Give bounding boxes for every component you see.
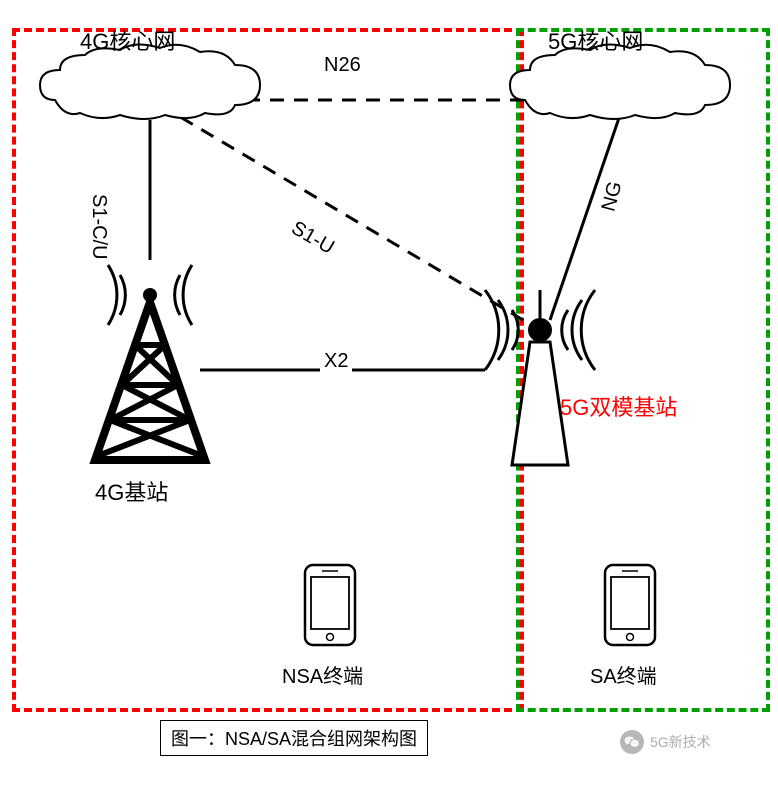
tower-4g-label: 4G基站	[95, 475, 168, 507]
phone-nsa-icon	[305, 565, 355, 645]
edge-s1u	[160, 105, 540, 330]
edge-n26-label: N26	[320, 54, 365, 77]
edge-ng	[550, 115, 620, 320]
phone-sa-icon	[605, 565, 655, 645]
tower-4g-icon	[95, 265, 205, 460]
cloud-4g-label: 4G核心网	[80, 24, 175, 56]
tower-5g-icon	[485, 290, 595, 465]
phone-nsa-label: NSA终端	[282, 660, 363, 689]
tower-5g-label: 5G双模基站	[560, 390, 677, 422]
cloud-5g-label: 5G核心网	[548, 24, 643, 56]
wechat-watermark: 5G新技术	[620, 730, 711, 754]
figure-caption-text: 图一：NSA/SA混合组网架构图	[171, 729, 417, 749]
edge-x2-label: X2	[320, 350, 352, 373]
diagram-canvas: 4G核心网 5G核心网 4G基站 5G双模基站 NSA终端 SA终端 N26 S…	[0, 0, 778, 794]
edge-s1cu-label: S1-C/U	[87, 190, 110, 264]
figure-caption: 图一：NSA/SA混合组网架构图	[160, 720, 428, 756]
wechat-icon	[620, 730, 644, 754]
wechat-watermark-text: 5G新技术	[650, 732, 711, 752]
phone-sa-label: SA终端	[590, 660, 657, 689]
